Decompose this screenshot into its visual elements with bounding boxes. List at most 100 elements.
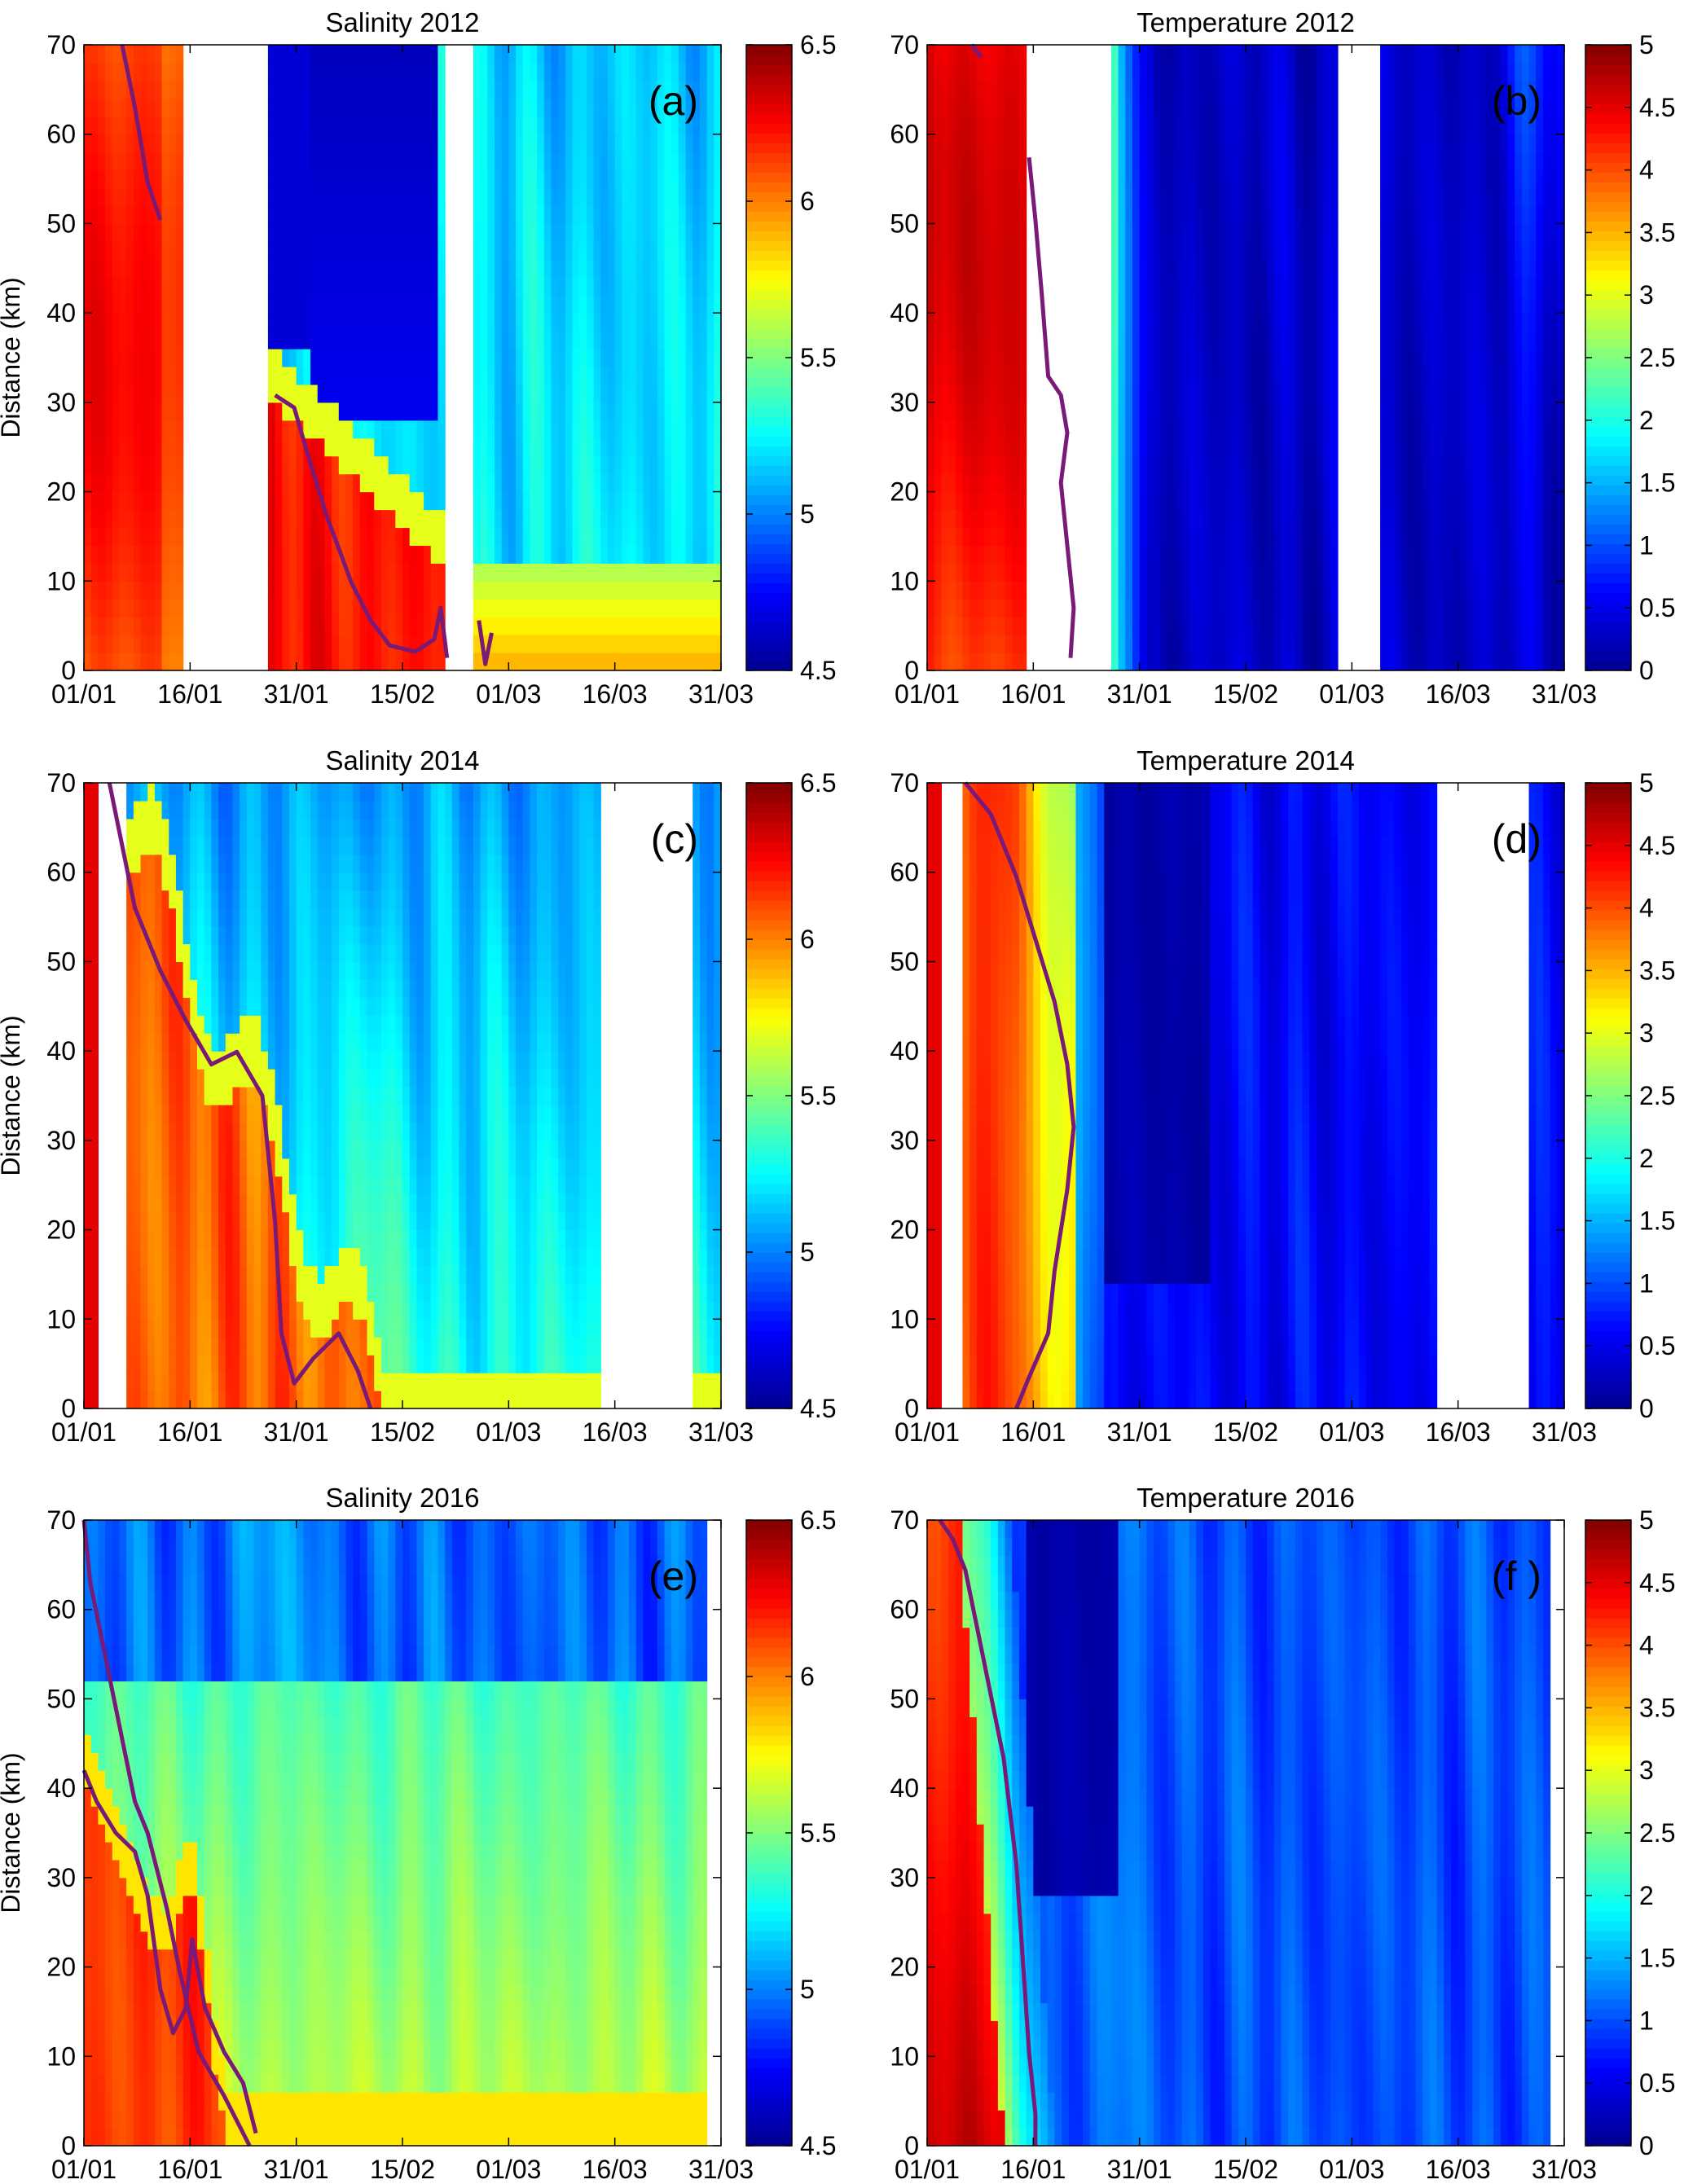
heatmap-cell — [565, 635, 574, 653]
heatmap-cell — [353, 259, 361, 278]
heatmap-cell — [657, 509, 666, 529]
heatmap-cell — [133, 545, 142, 564]
heatmap-cell — [1309, 420, 1317, 439]
heatmap-cell — [395, 581, 403, 600]
heatmap-cell — [1401, 169, 1409, 189]
heatmap-cell — [424, 491, 432, 511]
heatmap-cell — [112, 366, 121, 385]
heatmap-cell — [140, 134, 148, 153]
heatmap-cell — [1302, 62, 1310, 81]
heatmap-cell — [1295, 205, 1304, 225]
heatmap-cell — [1493, 187, 1502, 207]
heatmap-cell — [1132, 313, 1141, 332]
heatmap-cell — [105, 563, 113, 582]
heatmap-cell — [1422, 527, 1431, 546]
heatmap-cell — [522, 241, 530, 260]
heatmap-cell — [395, 545, 403, 564]
heatmap-cell — [934, 295, 942, 314]
heatmap-cell — [147, 98, 156, 117]
heatmap-cell — [84, 653, 92, 671]
heatmap-cell — [1246, 223, 1254, 242]
heatmap-cell — [522, 152, 530, 171]
heatmap-cell — [1380, 98, 1388, 117]
heatmap-cell — [1387, 420, 1396, 439]
heatmap-cell — [154, 599, 163, 617]
heatmap-cell — [1500, 527, 1509, 546]
heatmap-cell — [338, 402, 347, 421]
heatmap-cell — [948, 581, 956, 600]
heatmap-cell — [1125, 420, 1133, 439]
heatmap-cell — [288, 259, 297, 278]
heatmap-cell — [516, 277, 524, 296]
heatmap-cell — [1203, 295, 1211, 314]
heatmap-cell — [1479, 205, 1488, 225]
heatmap-cell — [1167, 437, 1176, 457]
heatmap-cell — [1238, 98, 1247, 117]
heatmap-cell — [380, 116, 389, 135]
heatmap-cell — [997, 169, 1006, 189]
heatmap-cell — [140, 527, 148, 546]
heatmap-cell — [1444, 187, 1452, 207]
heatmap-cell — [955, 384, 964, 403]
heatmap-cell — [1189, 635, 1197, 653]
heatmap-cell — [90, 277, 99, 296]
heatmap-cell — [473, 223, 481, 242]
heatmap-cell — [105, 581, 113, 600]
heatmap-cell — [1217, 366, 1225, 385]
heatmap-cell — [1238, 581, 1247, 600]
heatmap-cell — [1139, 563, 1147, 582]
heatmap-cell — [1472, 366, 1480, 385]
heatmap-cell — [927, 455, 935, 475]
heatmap-cell — [530, 581, 538, 600]
heatmap-cell — [424, 45, 432, 64]
heatmap-cell — [706, 205, 714, 225]
heatmap-cell — [1465, 563, 1473, 582]
heatmap-cell — [1018, 295, 1027, 314]
heatmap-cell — [1273, 187, 1282, 207]
heatmap-cell — [948, 313, 956, 332]
heatmap-cell — [1436, 581, 1444, 600]
heatmap-cell — [1110, 491, 1119, 511]
heatmap-cell — [1110, 223, 1119, 242]
heatmap-cell — [1302, 169, 1310, 189]
heatmap-cell — [643, 617, 651, 635]
heatmap-cell — [310, 527, 319, 546]
heatmap-cell — [1288, 223, 1296, 242]
heatmap-cell — [643, 402, 651, 421]
heatmap-cell — [296, 187, 304, 207]
heatmap-cell — [997, 45, 1006, 64]
heatmap-cell — [671, 241, 679, 260]
heatmap-cell — [169, 169, 177, 189]
heatmap-cell — [359, 437, 368, 457]
heatmap-cell — [1196, 420, 1204, 439]
heatmap-cell — [962, 473, 970, 493]
heatmap-cell — [487, 331, 495, 349]
heatmap-cell — [430, 599, 439, 617]
heatmap-cell — [600, 277, 609, 296]
heatmap-cell — [1167, 98, 1176, 117]
heatmap-cell — [1444, 545, 1452, 564]
heatmap-cell — [154, 187, 163, 207]
heatmap-cell — [1012, 295, 1020, 314]
heatmap-cell — [572, 509, 580, 529]
heatmap-cell — [345, 277, 354, 296]
heatmap-cell — [1252, 62, 1260, 81]
heatmap-cell — [324, 349, 332, 367]
heatmap-cell — [699, 205, 708, 225]
heatmap-cell — [572, 581, 580, 600]
heatmap-cell — [303, 545, 311, 564]
heatmap-cell — [1394, 169, 1402, 189]
heatmap-b — [927, 45, 1565, 671]
heatmap-cell — [353, 134, 361, 153]
heatmap-cell — [1479, 366, 1488, 385]
heatmap-cell — [579, 152, 587, 171]
heatmap-cell — [161, 420, 169, 439]
heatmap-cell — [1415, 617, 1423, 635]
colorbar-segment — [746, 133, 792, 143]
heatmap-cell — [1246, 527, 1254, 546]
heatmap-cell — [1422, 420, 1431, 439]
heatmap-cell — [614, 169, 622, 189]
heatmap-cell — [112, 313, 121, 332]
heatmap-cell — [1210, 509, 1218, 529]
heatmap-cell — [699, 581, 708, 600]
